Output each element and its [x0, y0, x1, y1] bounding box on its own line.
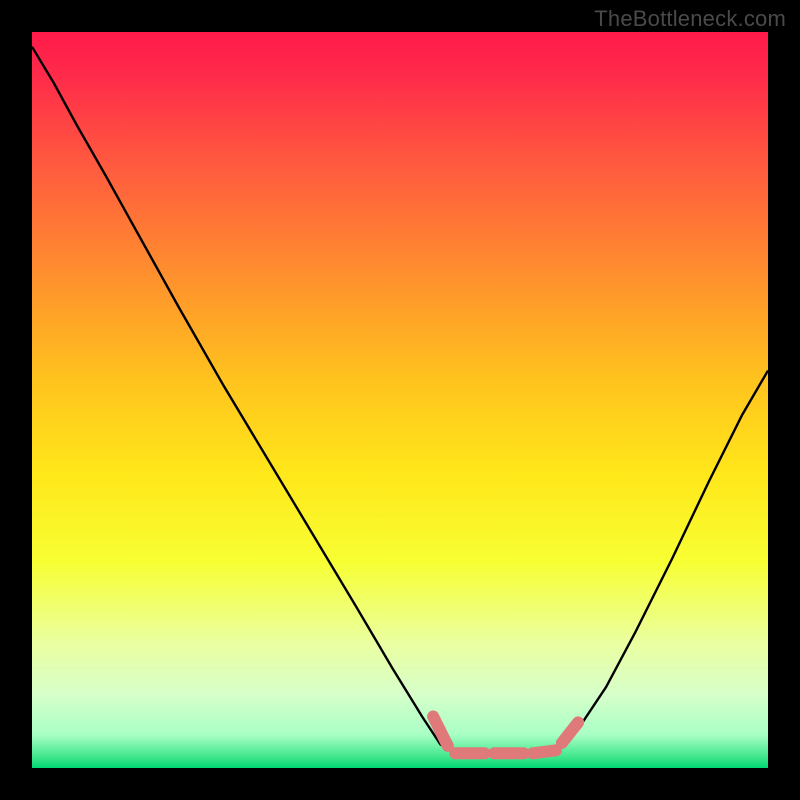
bottleneck-chart [0, 0, 800, 800]
watermark-text: TheBottleneck.com [594, 6, 786, 32]
plot-gradient-background [32, 32, 768, 768]
highlight-dash [532, 750, 556, 753]
